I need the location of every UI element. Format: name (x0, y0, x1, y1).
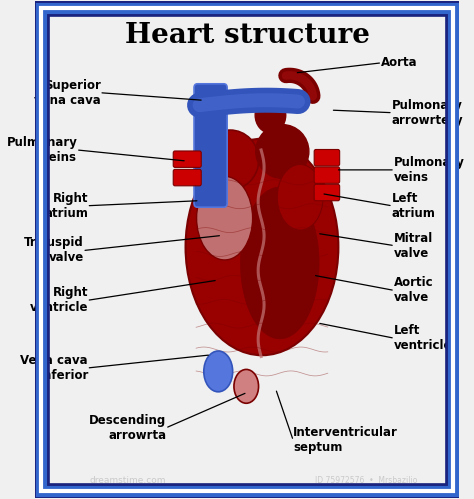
Text: Superior
vena cava: Superior vena cava (34, 79, 100, 107)
Ellipse shape (255, 97, 286, 133)
Text: dreamstime.com: dreamstime.com (90, 476, 166, 485)
Ellipse shape (240, 187, 319, 339)
Text: Pulmonary
veins: Pulmonary veins (393, 156, 465, 184)
FancyBboxPatch shape (173, 151, 201, 167)
Text: Right
atrium: Right atrium (44, 192, 88, 220)
Text: Descending
arrowrta: Descending arrowrta (89, 414, 166, 442)
Ellipse shape (234, 369, 258, 403)
Text: Aortic
valve: Aortic valve (393, 276, 433, 304)
Ellipse shape (277, 164, 323, 230)
Text: Left
ventricle: Left ventricle (393, 324, 452, 352)
Text: Heart structure: Heart structure (125, 22, 370, 49)
Text: Interventricular
septum: Interventricular septum (293, 426, 398, 454)
Text: Left
atrium: Left atrium (392, 192, 435, 220)
Text: Tricuspid
valve: Tricuspid valve (24, 237, 83, 264)
Ellipse shape (201, 130, 259, 190)
Text: Aorta: Aorta (381, 56, 418, 69)
Text: Right
ventricle: Right ventricle (29, 286, 88, 314)
FancyBboxPatch shape (194, 84, 227, 207)
FancyBboxPatch shape (173, 169, 201, 186)
Text: Pulmonary
arrowrtery: Pulmonary arrowrtery (392, 99, 463, 127)
FancyBboxPatch shape (314, 150, 340, 166)
Ellipse shape (256, 125, 309, 178)
Text: Mitral
valve: Mitral valve (393, 232, 433, 259)
Ellipse shape (185, 139, 338, 355)
Text: ID 75972576  •  Mrsbazilio: ID 75972576 • Mrsbazilio (315, 476, 417, 485)
Text: Pulmonary
veins: Pulmonary veins (7, 136, 77, 164)
Ellipse shape (197, 176, 253, 260)
FancyBboxPatch shape (314, 167, 340, 183)
Text: Vena cava
inferior: Vena cava inferior (20, 354, 88, 382)
Ellipse shape (204, 351, 233, 392)
FancyBboxPatch shape (314, 184, 340, 201)
